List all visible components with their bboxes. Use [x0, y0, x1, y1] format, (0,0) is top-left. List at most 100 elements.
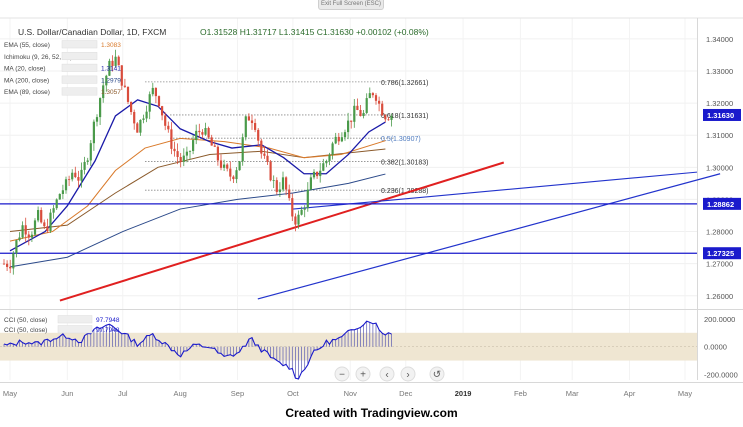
- horizontal-levels[interactable]: [0, 203, 697, 254]
- candle-up: [204, 127, 207, 135]
- zoom-out-button[interactable]: −: [334, 366, 350, 382]
- indicator-label: MA (200, close): [4, 77, 49, 84]
- time-tick-label: May: [3, 389, 17, 398]
- candle-down: [350, 120, 353, 122]
- candle-down: [130, 101, 133, 112]
- candle-up: [83, 161, 86, 170]
- candle-up: [343, 132, 347, 138]
- candle-up: [362, 112, 365, 117]
- time-tick-label: May: [678, 389, 692, 398]
- fib-level-label: 0.382(1.30183): [381, 159, 428, 166]
- time-tick-label: Dec: [399, 389, 413, 398]
- candle-down: [219, 160, 223, 168]
- fibonacci-levels: 0.786(1.32661) 0.618(1.31631) 0.5(1.30907)…: [145, 80, 428, 195]
- candle-down: [126, 86, 130, 102]
- indicator-controls-icon: [61, 63, 98, 72]
- candle-down: [161, 106, 164, 116]
- ma20-line: [9, 99, 386, 252]
- scroll-right-button[interactable]: ›: [400, 366, 416, 382]
- candle-down: [254, 123, 257, 130]
- candle-up: [55, 199, 58, 209]
- candle-down: [74, 172, 77, 178]
- cci-tick-label: 0.0000: [704, 343, 727, 352]
- candle-up: [192, 140, 195, 151]
- exit-full-screen-button[interactable]: Exit Full Screen (ESC): [318, 0, 384, 10]
- ema55-line: [9, 137, 386, 242]
- candle-up: [80, 169, 83, 181]
- price-tick-label: 1.31000: [706, 131, 733, 140]
- candle-down: [229, 168, 232, 177]
- indicator-label: MA (20, close): [4, 66, 46, 73]
- candle-down: [387, 119, 390, 121]
- candle-up: [312, 171, 316, 178]
- candle-up: [241, 137, 244, 162]
- candle-down: [43, 222, 46, 227]
- candle-up: [365, 98, 368, 113]
- candle-up: [15, 240, 18, 254]
- candles: [2, 49, 393, 275]
- candle-up: [64, 179, 68, 191]
- candle-up: [21, 225, 24, 238]
- candle-down: [269, 161, 272, 181]
- blue-trendline: [257, 173, 721, 300]
- candle-up: [145, 111, 148, 119]
- level-price-label: 1.27325: [707, 249, 734, 258]
- candle-down: [9, 266, 12, 269]
- cci-pane: [0, 320, 697, 380]
- candle-up: [223, 164, 226, 168]
- candle-down: [179, 157, 182, 162]
- candle-up: [102, 85, 105, 99]
- candle-up: [281, 177, 285, 190]
- symbol-title: U.S. Dollar/Canadian Dollar, 1D, FXCM: [18, 27, 166, 37]
- candle-up: [95, 117, 99, 122]
- candle-up: [12, 253, 15, 269]
- scroll-left-button[interactable]: ‹: [379, 366, 395, 382]
- candle-down: [207, 127, 210, 138]
- grid-lines: [0, 17, 743, 380]
- zoom-in-button[interactable]: +: [355, 366, 371, 382]
- candle-down: [136, 123, 139, 133]
- candle-down: [263, 153, 266, 156]
- trendlines[interactable]: [59, 161, 721, 302]
- nav-button-bg: [400, 366, 416, 382]
- candle-up: [309, 177, 312, 190]
- cci-indicator-label: CCI (50, close): [4, 317, 47, 324]
- candle-down: [285, 177, 288, 190]
- indicator-controls-icon: [61, 40, 98, 49]
- cci-indicator-value: 97.7948: [96, 317, 120, 324]
- candle-up: [182, 155, 185, 162]
- candle-down: [157, 96, 161, 107]
- indicator-value: 1.3141: [101, 66, 121, 73]
- candle-up: [58, 193, 61, 200]
- time-tick-label: Aug: [173, 389, 186, 398]
- candle-down: [250, 120, 254, 124]
- candle-up: [306, 189, 309, 209]
- price-chart[interactable]: 0.786(1.32661) 0.618(1.31631) 0.5(1.30907)…: [0, 0, 743, 400]
- candle-down: [120, 65, 123, 86]
- candle-down: [170, 129, 173, 149]
- price-tick-label: 1.26000: [706, 292, 733, 301]
- indicator-controls-icon: [57, 325, 93, 334]
- zoom-in-icon: +: [360, 370, 366, 381]
- fib-level-label: 0.786(1.32661): [381, 80, 428, 87]
- time-tick-label: Jun: [61, 389, 73, 398]
- candle-up: [151, 87, 154, 95]
- price-tick-label: 1.34000: [706, 35, 733, 44]
- candle-down: [40, 210, 43, 223]
- navigation-controls[interactable]: − + ‹ › ↺: [334, 366, 445, 382]
- price-tick-label: 1.32000: [706, 99, 733, 108]
- candle-up: [105, 75, 108, 86]
- candle-up: [92, 121, 95, 144]
- nav-button-bg: [355, 366, 371, 382]
- candle-up: [37, 210, 40, 221]
- candle-up: [300, 209, 303, 215]
- candle-up: [195, 130, 198, 141]
- red-trendline: [59, 161, 505, 302]
- candle-up: [322, 163, 325, 171]
- reset-button[interactable]: ↺: [429, 366, 445, 382]
- candle-down: [6, 263, 9, 267]
- time-tick-label: Feb: [514, 389, 527, 398]
- candle-up: [108, 60, 111, 76]
- indicator-controls-icon: [61, 52, 98, 61]
- indicator-controls-icon: [57, 315, 93, 324]
